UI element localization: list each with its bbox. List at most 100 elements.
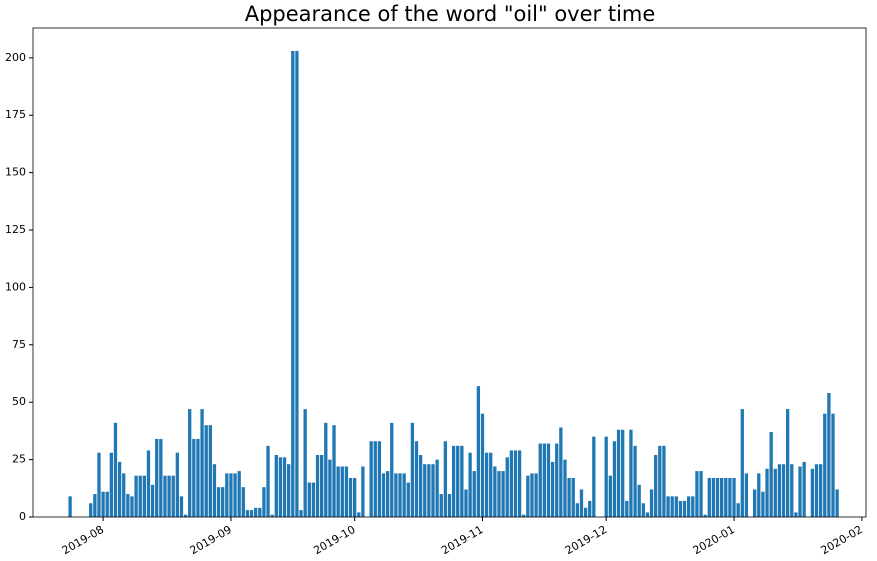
bar	[711, 477, 716, 517]
bar	[720, 477, 724, 517]
bar	[307, 482, 311, 517]
bar	[274, 455, 278, 517]
bar	[753, 489, 757, 517]
bar	[707, 477, 711, 517]
bar	[208, 425, 212, 517]
bar	[790, 464, 794, 517]
bar	[204, 425, 208, 517]
bar	[579, 489, 584, 517]
bar	[835, 489, 839, 517]
bar	[666, 496, 670, 517]
y-tick-label: 175	[5, 108, 26, 121]
bar	[175, 452, 179, 517]
bar	[113, 422, 118, 517]
bar	[245, 510, 250, 517]
bar	[423, 464, 427, 517]
bar	[633, 445, 637, 517]
bar	[480, 413, 485, 517]
bar	[827, 393, 831, 517]
bar	[794, 512, 798, 517]
bar	[765, 468, 769, 517]
bar	[216, 487, 221, 517]
bar	[567, 477, 571, 517]
bar	[254, 507, 258, 517]
bar	[654, 455, 658, 517]
bar	[221, 487, 225, 517]
bar	[398, 473, 402, 517]
bar	[324, 422, 328, 517]
bar	[315, 455, 320, 517]
bar	[608, 475, 612, 517]
bar	[163, 475, 167, 517]
bar	[150, 484, 155, 517]
bar	[68, 496, 72, 517]
bar	[761, 491, 765, 517]
bar	[546, 443, 551, 517]
bar	[385, 471, 390, 517]
bar	[229, 473, 233, 517]
y-tick-label: 100	[5, 280, 26, 293]
bar	[266, 445, 270, 517]
bar	[237, 471, 241, 517]
bar	[517, 450, 522, 517]
bar	[513, 450, 518, 517]
bar	[476, 386, 481, 517]
bar	[270, 514, 274, 517]
bar	[814, 464, 819, 517]
bar	[542, 443, 546, 517]
bar	[410, 422, 415, 517]
bar	[402, 473, 406, 517]
bar	[534, 473, 538, 517]
bar	[460, 445, 464, 517]
bar	[138, 475, 142, 517]
bar	[588, 500, 592, 517]
bar	[662, 445, 666, 517]
y-tick-label: 150	[5, 166, 26, 179]
bar	[583, 507, 588, 517]
bar	[621, 429, 625, 517]
chart-title: Appearance of the word "oil" over time	[245, 2, 656, 26]
bar	[559, 427, 563, 517]
bar	[736, 503, 740, 517]
bar	[740, 409, 744, 517]
bar	[373, 441, 377, 517]
bar	[798, 466, 802, 517]
bar	[831, 413, 835, 517]
bar	[658, 445, 662, 517]
bar	[571, 477, 575, 517]
bar	[777, 464, 782, 517]
bar	[130, 496, 134, 517]
y-tick-label: 75	[12, 338, 26, 351]
bar	[744, 473, 749, 517]
bar	[241, 487, 245, 517]
bar	[109, 452, 114, 517]
bar	[212, 464, 217, 517]
bar	[818, 464, 823, 517]
bar	[406, 482, 410, 517]
bar	[414, 441, 419, 517]
bar	[394, 473, 398, 517]
bar	[649, 489, 654, 517]
bar	[530, 473, 534, 517]
bar	[629, 429, 633, 517]
bar	[484, 452, 489, 517]
bar	[682, 500, 687, 517]
bar	[625, 500, 629, 517]
bar	[332, 425, 336, 517]
bar	[604, 436, 608, 517]
bar	[501, 471, 505, 517]
bar	[134, 475, 138, 517]
bar	[715, 477, 720, 517]
bar	[249, 510, 254, 517]
bar	[732, 477, 736, 517]
bar	[348, 477, 353, 517]
bar	[328, 459, 332, 517]
bar	[179, 496, 184, 517]
bar	[200, 409, 204, 517]
bar	[295, 50, 299, 518]
y-tick-label: 25	[12, 453, 26, 466]
bar	[439, 494, 443, 517]
bar	[167, 475, 171, 517]
bar	[146, 450, 151, 517]
bar	[192, 438, 196, 517]
